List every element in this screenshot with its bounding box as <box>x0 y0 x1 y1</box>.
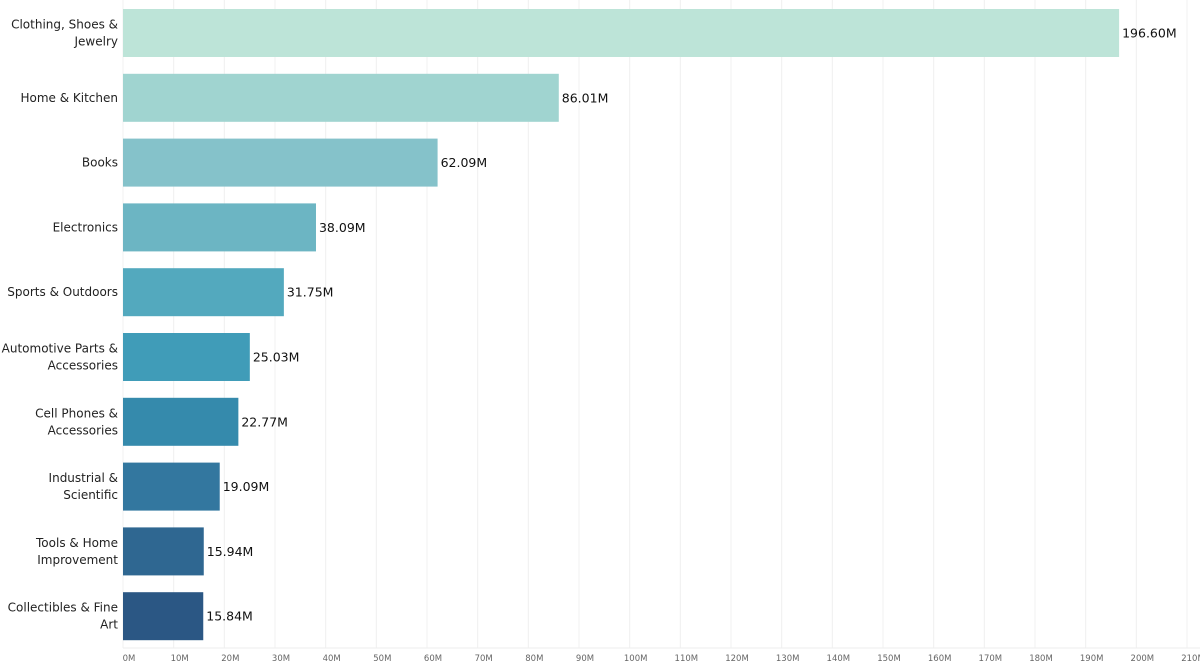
category-label: Accessories <box>48 423 118 437</box>
x-tick-label: 140M <box>827 654 851 664</box>
bar <box>123 9 1120 57</box>
x-tick-label: 60M <box>424 654 442 664</box>
x-tick-label: 210M <box>1181 654 1200 664</box>
x-tick-label: 10M <box>171 654 189 664</box>
category-label: Cell Phones & <box>35 406 118 420</box>
data-label: 19.09M <box>223 479 270 494</box>
data-label: 196.60M <box>1122 26 1177 41</box>
x-tick-label: 170M <box>979 654 1003 664</box>
x-tick-label: 70M <box>475 654 493 664</box>
x-tick-label: 120M <box>725 654 749 664</box>
category-label: Tools & Home <box>35 536 118 550</box>
category-label: Art <box>100 618 118 632</box>
x-tick-label: 100M <box>624 654 648 664</box>
x-tick-label: 90M <box>576 654 594 664</box>
category-label: Improvement <box>37 553 118 567</box>
x-tick-label: 150M <box>877 654 901 664</box>
bar <box>123 138 438 187</box>
data-label: 25.03M <box>253 350 300 365</box>
data-label: 62.09M <box>441 155 488 170</box>
data-label: 15.84M <box>206 609 253 624</box>
bar <box>123 333 250 381</box>
x-tick-label: 0M <box>123 654 136 664</box>
x-tick-label: 30M <box>272 654 290 664</box>
bar <box>123 527 204 576</box>
category-label: Industrial & <box>49 471 118 485</box>
category-label: Books <box>82 156 118 170</box>
category-label: Scientific <box>63 488 118 502</box>
bar <box>123 203 316 252</box>
x-tick-label: 50M <box>373 654 391 664</box>
bar <box>123 397 239 446</box>
x-tick-label: 40M <box>323 654 341 664</box>
data-label: 86.01M <box>562 90 609 105</box>
category-label: Collectibles & Fine <box>8 601 118 615</box>
bar <box>123 268 284 317</box>
x-tick-label: 130M <box>776 654 800 664</box>
category-label: Home & Kitchen <box>20 91 118 105</box>
data-label: 38.09M <box>319 220 366 235</box>
x-tick-label: 80M <box>525 654 543 664</box>
data-label: 22.77M <box>241 414 288 429</box>
category-label: Sports & Outdoors <box>7 285 118 299</box>
bar <box>123 462 220 511</box>
data-label: 31.75M <box>287 285 334 300</box>
data-label: 15.94M <box>207 544 254 559</box>
x-tick-label: 200M <box>1131 654 1155 664</box>
x-tick-label: 180M <box>1029 654 1053 664</box>
category-label: Jewelry <box>74 35 119 49</box>
bar <box>123 73 559 122</box>
category-label: Clothing, Shoes & <box>11 18 118 32</box>
x-tick-label: 190M <box>1080 654 1104 664</box>
category-label: Accessories <box>48 359 118 373</box>
category-label: Automotive Parts & <box>2 342 118 356</box>
x-tick-label: 110M <box>675 654 699 664</box>
x-tick-label: 20M <box>221 654 239 664</box>
x-tick-label: 160M <box>928 654 952 664</box>
bar <box>123 592 204 641</box>
category-label: Electronics <box>53 220 118 234</box>
